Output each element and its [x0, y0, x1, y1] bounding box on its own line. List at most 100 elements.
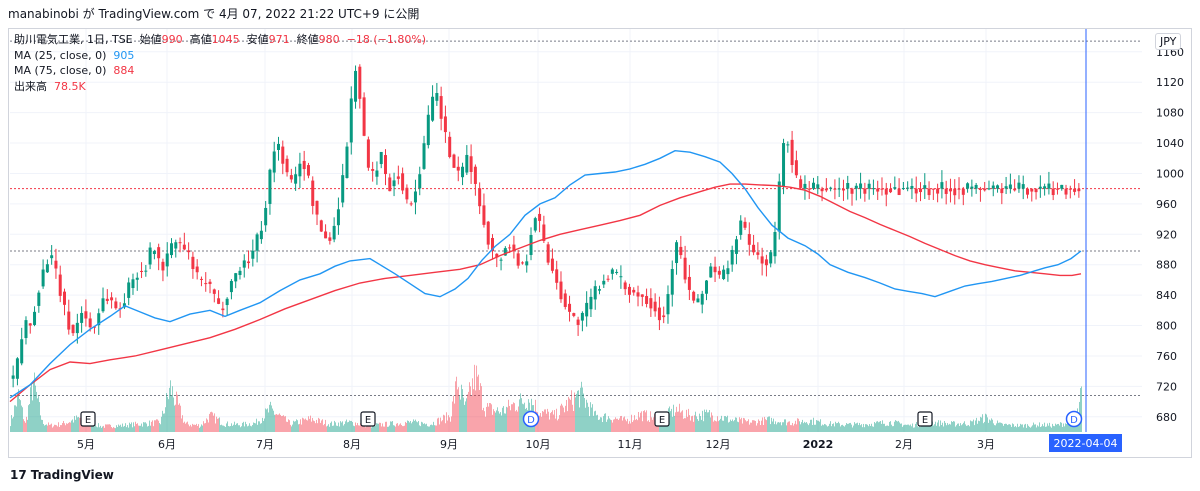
volume-bar: [558, 418, 559, 432]
volume-bar: [923, 422, 924, 432]
earnings-marker-icon[interactable]: [917, 411, 933, 427]
dividend-marker-icon[interactable]: [1065, 410, 1083, 428]
legend-symbol[interactable]: 助川電気工業, 1日, TSE: [14, 33, 133, 46]
volume-bar: [32, 400, 33, 432]
candle-body: [20, 339, 24, 364]
time-axis[interactable]: 5月 6月 7月 8月 9月 10月 11月 12月 2022 2月 3月: [77, 438, 995, 451]
volume-bar: [974, 425, 975, 432]
candle-body: [730, 249, 734, 265]
volume-bar: [391, 421, 392, 432]
candle-body: [50, 255, 54, 259]
volume-bar: [919, 425, 920, 432]
candle-body: [478, 188, 482, 207]
volume-bar: [191, 426, 192, 432]
volume-bar: [728, 422, 729, 432]
price-axis[interactable]: 680 720 760 800 840 880 920 960 1000 1040 1080 1120…: [1156, 46, 1184, 424]
volume-bar: [288, 419, 289, 432]
volume-bar: [687, 416, 688, 432]
volume-bar: [443, 414, 444, 432]
volume-bar: [870, 425, 871, 432]
volume-bar: [327, 425, 328, 432]
volume-bar: [61, 425, 62, 432]
time-tick-label: 2月: [895, 438, 913, 451]
volume-bar: [317, 423, 318, 432]
volume-bar: [757, 423, 758, 432]
legend-volume-row[interactable]: 出来高 78.5K: [14, 79, 426, 95]
volume-bar: [1030, 427, 1031, 432]
volume-bar: [295, 421, 296, 432]
candle-body: [555, 269, 559, 283]
volume-bar: [89, 422, 90, 432]
ma75-value: 884: [113, 64, 135, 77]
volume-bar: [247, 426, 248, 432]
volume-bar: [131, 422, 132, 432]
volume-bar: [952, 421, 953, 432]
volume-bar: [962, 424, 963, 432]
price-tick-label: 760: [1156, 350, 1177, 363]
earnings-marker-icon[interactable]: [80, 411, 96, 427]
volume-bar: [1056, 424, 1057, 432]
volume-bar: [960, 423, 961, 432]
volume-bar: [770, 424, 771, 432]
earnings-marker-icon[interactable]: [360, 411, 376, 427]
volume-bar: [875, 423, 876, 432]
volume-bar: [612, 422, 613, 432]
volume-bar: [740, 419, 741, 432]
volume-bar: [402, 426, 403, 432]
legend-ma75-row[interactable]: MA (75, close, 0) 884: [14, 63, 426, 79]
volume-bar: [695, 411, 696, 432]
volume-bar: [330, 422, 331, 432]
volume-bar: [685, 418, 686, 432]
candle-body: [324, 231, 328, 239]
volume-bar: [463, 397, 464, 432]
volume-bar: [1080, 388, 1081, 432]
candle-body: [362, 97, 366, 136]
candle-body: [696, 298, 700, 303]
open-label: 始値: [139, 33, 162, 46]
volume-bar: [38, 396, 39, 432]
candle-body: [867, 183, 871, 189]
brand-footer[interactable]: 17 TradingView: [10, 468, 114, 482]
volume-bar: [956, 425, 957, 432]
volume-bar: [977, 423, 978, 432]
volume-bar: [644, 410, 645, 432]
candle-body: [144, 270, 148, 272]
volume-bar: [1018, 426, 1019, 432]
volume-bar: [606, 421, 607, 432]
volume-bar: [68, 422, 69, 432]
candle-body: [786, 144, 790, 146]
volume-bar: [372, 423, 373, 432]
volume-bar: [135, 421, 136, 432]
volume-bar: [971, 421, 972, 432]
volume-bar: [314, 421, 315, 432]
currency-label[interactable]: JPY: [1155, 33, 1182, 50]
volume-bar: [273, 410, 274, 432]
volume-bar: [993, 423, 994, 432]
volume-bar: [756, 425, 757, 432]
volume-bar: [810, 419, 811, 432]
volume-bar: [236, 423, 237, 432]
volume-bar: [345, 421, 346, 432]
volume-bar: [235, 424, 236, 432]
volume-bar: [961, 425, 962, 432]
volume-bar: [356, 425, 357, 432]
candle-body: [443, 116, 447, 133]
legend-ma25-row[interactable]: MA (25, close, 0) 905: [14, 48, 426, 64]
dividend-marker-icon[interactable]: [522, 410, 540, 428]
volume-bar: [758, 419, 759, 432]
volume-bar: [461, 384, 462, 432]
volume-bar: [538, 416, 539, 432]
volume-bar: [85, 422, 86, 432]
candle-body: [277, 143, 280, 150]
candle-body: [820, 188, 824, 192]
volume-bar: [781, 425, 782, 432]
earnings-marker-icon[interactable]: [654, 411, 670, 427]
candle-body: [675, 242, 679, 264]
volume-bar: [1035, 424, 1036, 432]
volume-label: 出来高: [14, 79, 47, 93]
volume-bar: [616, 418, 617, 432]
volume-bar: [344, 424, 345, 432]
volume-bar: [423, 423, 424, 432]
